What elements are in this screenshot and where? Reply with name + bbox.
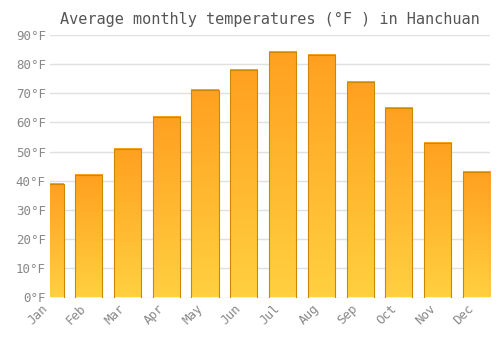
Bar bbox=[114, 149, 141, 298]
Bar bbox=[308, 55, 335, 298]
Title: Average monthly temperatures (°F ) in Hanchuan: Average monthly temperatures (°F ) in Ha… bbox=[60, 12, 480, 27]
Bar bbox=[463, 172, 490, 298]
Bar bbox=[230, 70, 258, 298]
Bar bbox=[386, 108, 412, 298]
Bar bbox=[269, 52, 296, 298]
Bar bbox=[269, 52, 296, 298]
Bar bbox=[36, 184, 64, 298]
Bar bbox=[424, 143, 451, 298]
Bar bbox=[308, 55, 335, 298]
Bar bbox=[463, 172, 490, 298]
Bar bbox=[346, 82, 374, 298]
Bar bbox=[152, 117, 180, 298]
Bar bbox=[152, 117, 180, 298]
Bar bbox=[230, 70, 258, 298]
Bar bbox=[424, 143, 451, 298]
Bar bbox=[192, 90, 218, 298]
Bar bbox=[346, 82, 374, 298]
Bar bbox=[386, 108, 412, 298]
Bar bbox=[114, 149, 141, 298]
Bar bbox=[36, 184, 64, 298]
Bar bbox=[75, 175, 102, 298]
Bar bbox=[75, 175, 102, 298]
Bar bbox=[192, 90, 218, 298]
